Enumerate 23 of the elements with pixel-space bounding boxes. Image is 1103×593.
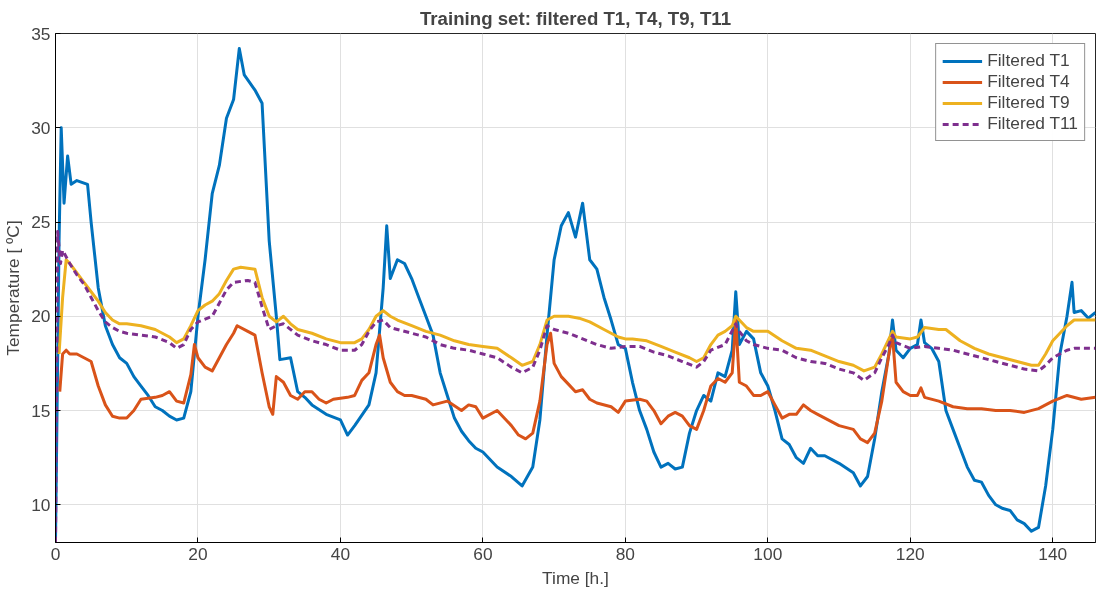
x-tick-label: 20 xyxy=(188,543,208,564)
x-tick-label: 100 xyxy=(753,543,783,564)
legend-label: Filtered T1 xyxy=(987,50,1070,71)
x-tick-label: 40 xyxy=(330,543,351,564)
x-tick-label: 0 xyxy=(50,543,61,564)
legend-label: Filtered T9 xyxy=(987,92,1070,113)
x-tick-label: 140 xyxy=(1038,543,1068,564)
y-tick-label: 25 xyxy=(31,212,51,233)
y-tick-label: 30 xyxy=(31,117,51,138)
line-series xyxy=(57,258,1096,373)
y-tick-label: 35 xyxy=(31,23,51,44)
chart-title: Training set: filtered T1, T4, T9, T11 xyxy=(419,7,732,29)
legend-label: Filtered T4 xyxy=(987,71,1070,92)
x-axis-title: Time [h.] xyxy=(542,567,609,588)
x-tick-label: 120 xyxy=(895,543,925,564)
y-axis-title: Temperature [ ºC] xyxy=(3,220,24,356)
line-series xyxy=(58,318,1096,445)
legend-label: Filtered T11 xyxy=(987,113,1078,134)
y-tick-label: 20 xyxy=(31,306,51,327)
x-tick-label: 80 xyxy=(615,543,636,564)
y-tick-label: 10 xyxy=(31,494,51,515)
x-tick-label: 60 xyxy=(473,543,493,564)
y-tick-label: 15 xyxy=(31,400,51,421)
